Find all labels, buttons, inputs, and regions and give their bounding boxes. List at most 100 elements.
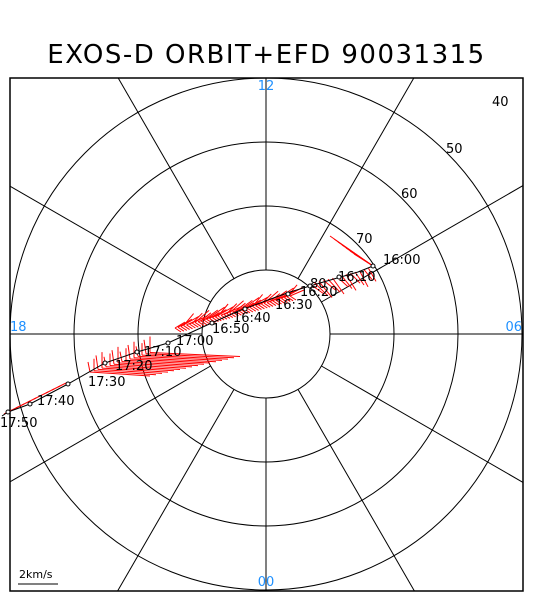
time-label-1700: 17:00 xyxy=(176,334,213,349)
efd-vector xyxy=(143,339,147,354)
efd-vector xyxy=(105,366,175,372)
efd-vector xyxy=(200,312,212,322)
lat-label-40: 40 xyxy=(492,95,509,110)
efd-vector xyxy=(186,324,193,330)
mlt-spoke xyxy=(117,389,235,592)
efd-vector xyxy=(318,281,333,298)
efd-vector xyxy=(119,351,123,362)
time-label-1740: 17:40 xyxy=(37,394,74,409)
efd-vector xyxy=(217,303,229,317)
efd-vector xyxy=(109,365,181,370)
efd-vector xyxy=(206,306,225,320)
efd-vector xyxy=(252,294,263,307)
efd-vector xyxy=(200,320,208,326)
efd-vector xyxy=(180,325,188,331)
efd-vector xyxy=(192,322,199,328)
efd-vector xyxy=(353,253,374,267)
efd-vector xyxy=(149,352,241,357)
mlt-spoke xyxy=(297,77,415,279)
efd-vector xyxy=(226,303,238,314)
efd-vector xyxy=(275,299,282,305)
mlt-label-18: 18 xyxy=(10,320,27,335)
efd-vector xyxy=(194,321,202,327)
efd-vector xyxy=(183,325,190,331)
mlt-label-06: 06 xyxy=(505,320,522,335)
efd-vector xyxy=(284,297,291,303)
mlt-label-00: 00 xyxy=(258,575,275,590)
efd-vector xyxy=(286,296,294,302)
efd-vector xyxy=(246,307,254,313)
mlt-spoke xyxy=(9,185,211,303)
efd-vector xyxy=(194,310,210,323)
lat-label-70: 70 xyxy=(356,232,373,247)
efd-vector xyxy=(113,363,187,369)
efd-vector xyxy=(229,300,244,314)
efd-vector xyxy=(137,355,223,361)
efd-vector xyxy=(215,316,222,322)
efd-vector xyxy=(209,311,220,319)
scale-label: 2km/s xyxy=(19,568,53,581)
efd-vector xyxy=(350,272,361,284)
efd-vector xyxy=(217,315,225,321)
efd-vector xyxy=(255,305,262,311)
efd-vector xyxy=(89,371,151,377)
efd-vector xyxy=(266,301,274,307)
efd-vector xyxy=(354,271,365,286)
efd-vector xyxy=(117,362,193,368)
efd-vector xyxy=(363,269,373,280)
time-label-1710: 17:10 xyxy=(144,345,181,360)
efd-vector xyxy=(101,367,169,373)
efd-vector xyxy=(212,309,227,319)
efd-vector xyxy=(133,357,217,363)
efd-vector xyxy=(281,297,288,303)
mlt-spoke xyxy=(9,365,211,483)
efd-vector xyxy=(174,327,182,333)
time-label-1620: 16:20 xyxy=(300,285,337,300)
efd-vector xyxy=(368,268,377,282)
efd-vector xyxy=(258,304,265,310)
efd-vector xyxy=(269,301,277,307)
time-label-1750: 17:50 xyxy=(0,416,37,431)
efd-vector xyxy=(289,289,305,297)
efd-vectors xyxy=(3,235,377,415)
efd-vector xyxy=(129,358,211,364)
efd-vector xyxy=(111,350,115,365)
efd-vector xyxy=(191,312,203,324)
efd-vector xyxy=(87,361,91,373)
efd-vector xyxy=(145,353,235,359)
lat-label-80: 80 xyxy=(310,277,327,292)
lat-label-60: 60 xyxy=(401,187,418,202)
efd-vector xyxy=(261,303,268,309)
efd-vector xyxy=(323,280,337,291)
time-label-1650: 16:50 xyxy=(212,322,249,337)
efd-vector xyxy=(327,278,341,293)
mlt-spokes xyxy=(9,77,524,592)
efd-vector xyxy=(332,277,345,295)
efd-vector xyxy=(289,295,297,301)
efd-vector xyxy=(345,274,357,291)
lat-label-50: 50 xyxy=(446,142,463,157)
efd-vector xyxy=(57,382,67,388)
efd-vector xyxy=(249,306,257,312)
efd-vector xyxy=(263,302,271,308)
mlt-spoke xyxy=(321,185,524,303)
efd-vector xyxy=(127,344,131,360)
efd-vector xyxy=(97,368,163,374)
orbit-track xyxy=(1,265,374,417)
efd-vector xyxy=(229,312,236,318)
efd-vector xyxy=(240,309,248,315)
mlt-spoke xyxy=(297,389,415,592)
efd-vector xyxy=(121,361,199,367)
efd-vector xyxy=(238,299,253,311)
efd-vector xyxy=(183,313,194,326)
efd-vector xyxy=(189,323,196,329)
efd-vector xyxy=(197,321,205,327)
time-label-1720: 17:20 xyxy=(115,359,152,374)
time-label-1630: 16:30 xyxy=(275,298,312,313)
efd-vector xyxy=(263,290,279,304)
efd-vector xyxy=(341,275,353,289)
efd-vector xyxy=(272,300,280,306)
efd-vector xyxy=(141,354,229,360)
efd-vector xyxy=(203,319,211,325)
